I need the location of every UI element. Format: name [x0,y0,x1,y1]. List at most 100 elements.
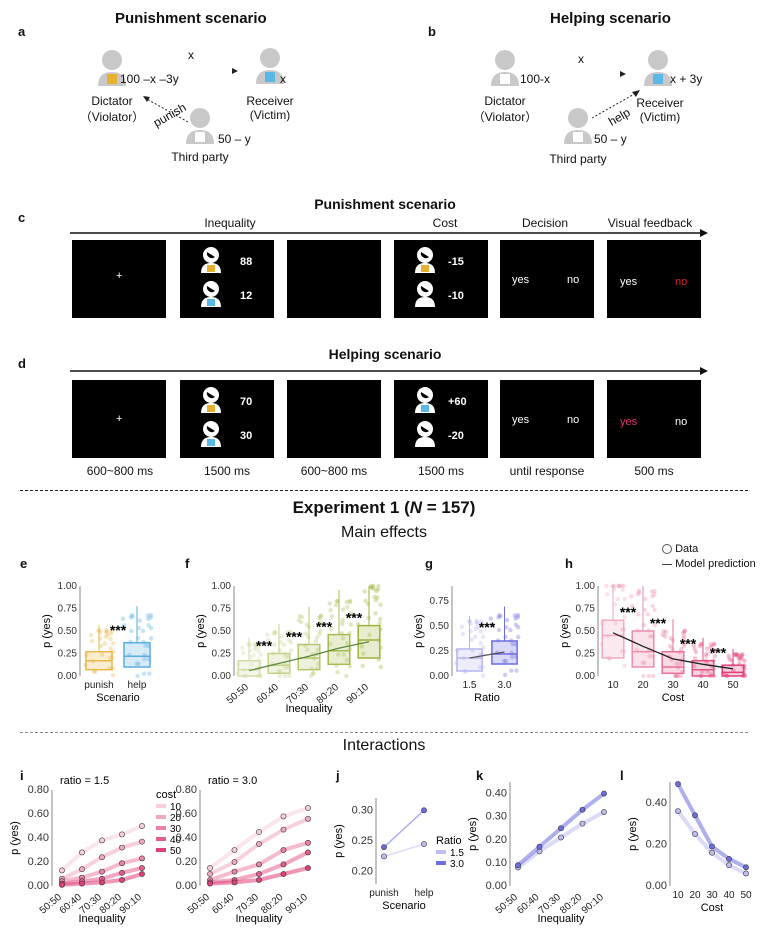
x-tick-label: 90:10 [284,892,311,917]
data-point [735,653,741,658]
a-third-amount: 50 – y [218,132,251,146]
series-point [726,862,732,869]
data-point [711,642,717,647]
series-point [207,880,213,887]
series-point [280,861,287,868]
data-point [104,630,109,635]
series-point [139,823,145,829]
main-effects-charts: 0.00 0.25 0.50 0.75 1.00 p (yes) punish help ***… [41,581,748,715]
data-point [675,673,680,679]
data-point [257,642,262,647]
data-point [105,632,110,638]
panel-j-letter: j [336,768,340,783]
y-axis-title: p (yes) [41,614,53,648]
a-dictator-sub: （Violator） [79,110,145,124]
data-point [735,652,740,657]
data-point [498,614,503,619]
data-point [376,583,381,589]
data-point [143,643,148,649]
screen-fixation-d [72,380,166,458]
data-point [345,614,350,619]
legend-model: Model prediction [662,558,756,570]
data-point [472,634,478,640]
y-tick-label: 0.75 [430,596,450,607]
series-point [421,807,427,814]
data-point [347,599,353,605]
data-point [497,612,502,618]
data-point [148,625,154,631]
series-point [99,837,105,844]
data-point [317,631,322,636]
y-tick-label: 1.00 [212,581,232,592]
data-point [636,612,641,617]
series-point [119,860,125,867]
y-axis-title: p (yes) [627,817,639,851]
data-point [616,583,622,589]
y-tick-label: 0.10 [486,857,507,869]
data-point [674,661,679,666]
data-point [281,642,287,647]
series-point [536,843,543,850]
significance-mark: *** [256,638,273,654]
series-point [726,856,732,862]
data-point [285,629,291,635]
panel-d-title: Helping scenario [328,346,442,362]
significance-mark: *** [346,610,363,626]
screen-inequality-d [180,380,274,458]
series-point [119,831,125,838]
x-axis-title: Inequality [285,703,333,715]
series-point [139,838,145,845]
data-point [692,646,697,651]
data-point [108,636,113,642]
legend-title: Ratio [436,835,462,847]
x-tick-label: 10 [607,680,619,691]
timeline-arrow-d [70,367,708,375]
series-point [79,880,85,887]
c-fb-no: no [675,276,688,288]
box-90:10 [357,624,381,659]
data-point [480,673,486,678]
y-tick-label: 0.25 [576,649,596,660]
data-point [130,614,136,619]
y-tick-label: 0.00 [212,671,232,682]
model-prediction-line [469,651,505,659]
x-tick-label: 50:50 [38,892,65,917]
data-point [681,644,686,649]
significance-mark: *** [110,622,127,638]
data-point [102,641,108,646]
data-point [89,638,95,644]
x-tick-label: 30 [667,680,679,691]
x-tick-label: 50:50 [186,892,213,917]
series-point [743,864,749,871]
x-tick-label: 3.0 [498,680,512,691]
section-divider [20,490,748,491]
data-point [348,622,354,627]
data-point [249,662,254,667]
x-tick-label: 20 [689,890,701,901]
series-point [59,881,65,888]
series-point [119,877,125,883]
data-point [652,588,657,594]
data-point [348,610,354,616]
series-point [79,866,85,873]
stage-inequality: Inequality [204,216,256,230]
screen-blank-c [287,240,381,318]
x-tick-label: help [128,680,147,691]
data-point [344,673,349,679]
c-no: no [567,274,580,286]
data-point [508,627,513,633]
data-point [142,657,147,662]
data-point [317,614,323,620]
data-point [742,658,747,663]
data-point [147,671,152,676]
data-point [650,603,655,609]
data-point [305,647,310,652]
data-point [510,641,515,647]
y-tick-label: 0.00 [28,880,49,892]
data-point [288,640,293,645]
data-point [646,673,652,679]
series-point [558,834,564,841]
data-point [258,652,263,658]
punish-arrow [144,97,189,123]
y-tick-label: 0.75 [212,604,232,615]
